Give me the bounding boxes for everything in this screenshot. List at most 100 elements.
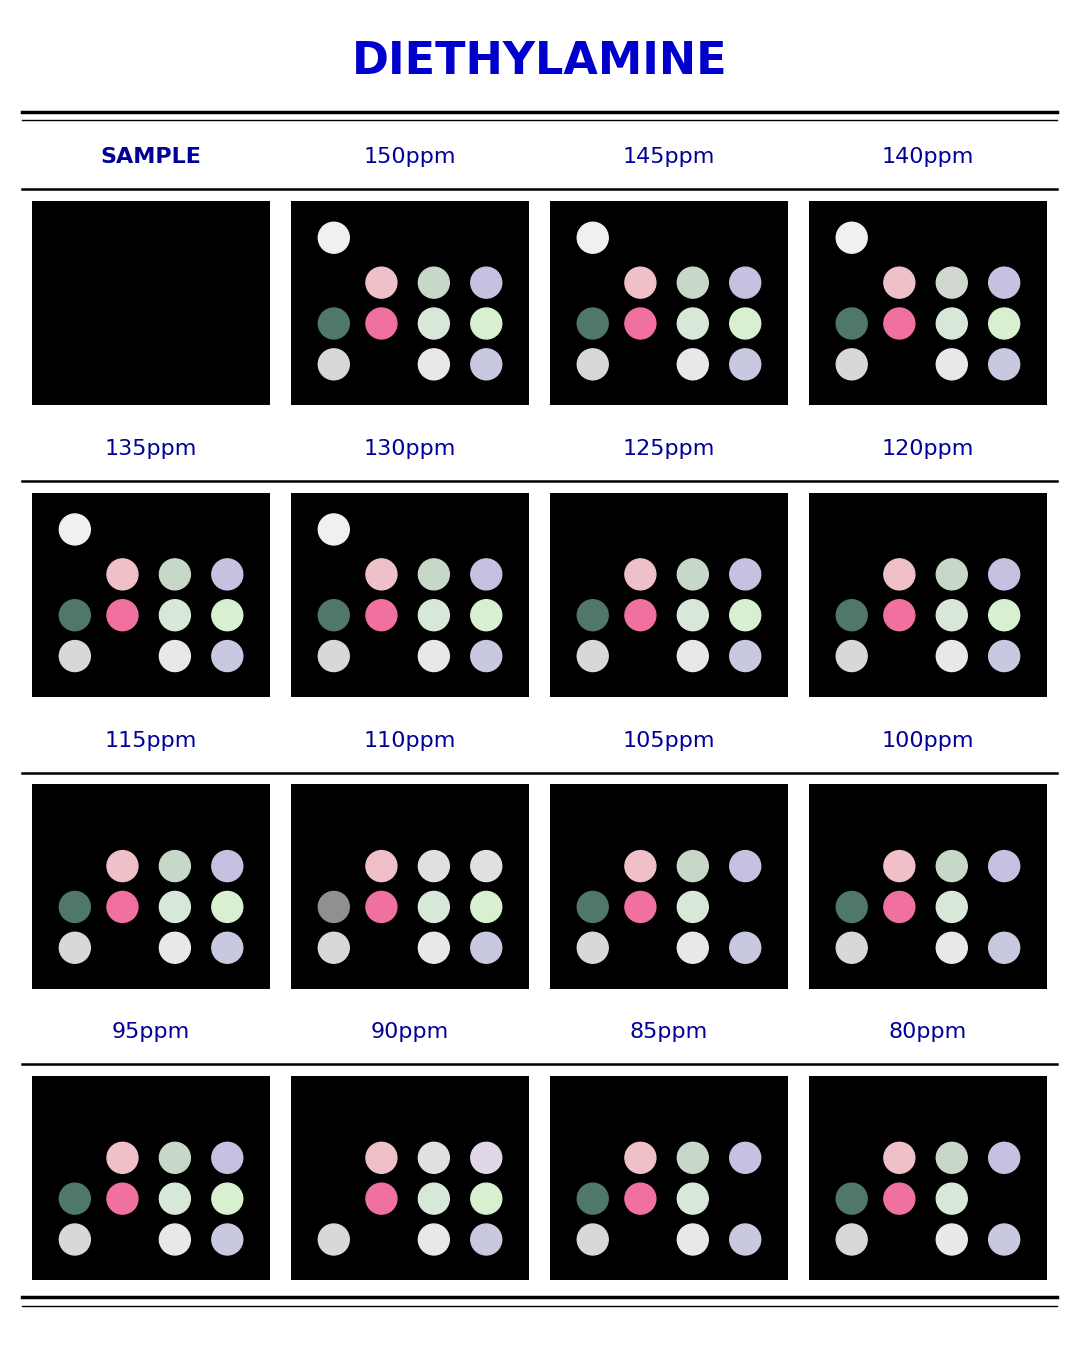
Circle shape xyxy=(59,641,91,672)
Circle shape xyxy=(988,1224,1020,1255)
Circle shape xyxy=(729,350,761,379)
Circle shape xyxy=(884,850,915,881)
Text: 90ppm: 90ppm xyxy=(371,1023,449,1042)
Circle shape xyxy=(836,307,868,339)
Circle shape xyxy=(988,1142,1020,1174)
Circle shape xyxy=(107,891,138,922)
Circle shape xyxy=(577,222,609,253)
Circle shape xyxy=(470,267,502,298)
Circle shape xyxy=(625,1142,656,1174)
FancyBboxPatch shape xyxy=(550,201,788,405)
FancyBboxPatch shape xyxy=(291,492,529,696)
Circle shape xyxy=(470,1224,502,1255)
Circle shape xyxy=(160,641,190,672)
Circle shape xyxy=(419,1224,449,1255)
Circle shape xyxy=(678,933,708,963)
Circle shape xyxy=(470,1183,502,1214)
Circle shape xyxy=(836,891,868,922)
Circle shape xyxy=(419,891,449,922)
Circle shape xyxy=(211,641,243,672)
FancyBboxPatch shape xyxy=(32,1076,270,1280)
Circle shape xyxy=(318,350,350,379)
Circle shape xyxy=(419,267,449,298)
Circle shape xyxy=(107,1183,138,1214)
Circle shape xyxy=(419,1183,449,1214)
Text: 135ppm: 135ppm xyxy=(105,439,197,458)
FancyBboxPatch shape xyxy=(32,492,270,696)
Circle shape xyxy=(366,891,397,922)
Circle shape xyxy=(678,267,708,298)
Circle shape xyxy=(729,307,761,339)
Circle shape xyxy=(884,559,915,590)
Circle shape xyxy=(836,222,868,253)
Circle shape xyxy=(59,514,91,545)
Circle shape xyxy=(160,600,190,631)
Circle shape xyxy=(836,350,868,379)
Circle shape xyxy=(937,891,967,922)
Circle shape xyxy=(107,559,138,590)
Circle shape xyxy=(211,1224,243,1255)
Circle shape xyxy=(59,933,91,963)
FancyBboxPatch shape xyxy=(809,1076,1047,1280)
Circle shape xyxy=(470,350,502,379)
Circle shape xyxy=(59,1224,91,1255)
Circle shape xyxy=(318,1224,350,1255)
Circle shape xyxy=(729,1142,761,1174)
Circle shape xyxy=(937,307,967,339)
Circle shape xyxy=(678,1142,708,1174)
Text: 140ppm: 140ppm xyxy=(882,147,974,167)
FancyBboxPatch shape xyxy=(32,785,270,989)
Circle shape xyxy=(577,350,609,379)
Circle shape xyxy=(988,267,1020,298)
Circle shape xyxy=(729,933,761,963)
FancyBboxPatch shape xyxy=(809,785,1047,989)
Circle shape xyxy=(318,933,350,963)
Circle shape xyxy=(988,350,1020,379)
Circle shape xyxy=(366,1183,397,1214)
Circle shape xyxy=(836,1224,868,1255)
Circle shape xyxy=(366,267,397,298)
Circle shape xyxy=(988,307,1020,339)
Circle shape xyxy=(625,307,656,339)
Circle shape xyxy=(419,559,449,590)
FancyBboxPatch shape xyxy=(550,1076,788,1280)
FancyBboxPatch shape xyxy=(809,492,1047,696)
FancyBboxPatch shape xyxy=(291,201,529,405)
Circle shape xyxy=(937,559,967,590)
Circle shape xyxy=(577,933,609,963)
Circle shape xyxy=(470,891,502,922)
Circle shape xyxy=(988,600,1020,631)
Circle shape xyxy=(160,1142,190,1174)
Circle shape xyxy=(211,850,243,881)
Circle shape xyxy=(366,559,397,590)
Circle shape xyxy=(937,1224,967,1255)
Circle shape xyxy=(470,307,502,339)
Circle shape xyxy=(211,1142,243,1174)
Text: 145ppm: 145ppm xyxy=(623,147,715,167)
Circle shape xyxy=(988,559,1020,590)
FancyBboxPatch shape xyxy=(291,785,529,989)
Circle shape xyxy=(419,933,449,963)
Text: 85ppm: 85ppm xyxy=(630,1023,708,1042)
Circle shape xyxy=(884,891,915,922)
Circle shape xyxy=(211,1183,243,1214)
Circle shape xyxy=(160,891,190,922)
Circle shape xyxy=(211,600,243,631)
Circle shape xyxy=(419,600,449,631)
Circle shape xyxy=(59,1183,91,1214)
Circle shape xyxy=(211,559,243,590)
Circle shape xyxy=(884,267,915,298)
Circle shape xyxy=(836,641,868,672)
Circle shape xyxy=(470,600,502,631)
Circle shape xyxy=(160,1224,190,1255)
Circle shape xyxy=(836,933,868,963)
Circle shape xyxy=(937,850,967,881)
Circle shape xyxy=(836,600,868,631)
Circle shape xyxy=(988,850,1020,881)
Circle shape xyxy=(988,933,1020,963)
Circle shape xyxy=(107,1142,138,1174)
FancyBboxPatch shape xyxy=(809,201,1047,405)
Text: 95ppm: 95ppm xyxy=(112,1023,190,1042)
FancyBboxPatch shape xyxy=(550,492,788,696)
Circle shape xyxy=(577,1224,609,1255)
